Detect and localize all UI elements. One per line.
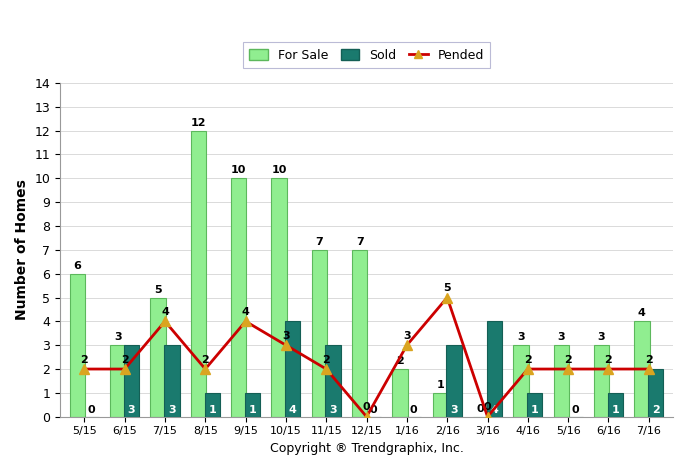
Y-axis label: Number of Homes: Number of Homes [15,180,29,320]
Bar [285,321,301,417]
Text: 3: 3 [598,332,605,342]
Bar [433,393,448,417]
Text: 6: 6 [74,261,81,271]
Text: 3: 3 [282,331,290,341]
Text: 7: 7 [316,237,323,247]
Bar [352,250,367,417]
Text: 0: 0 [477,404,484,414]
Text: 2: 2 [202,355,209,365]
Bar [392,369,408,417]
Text: 3: 3 [114,332,122,342]
Bar [608,393,623,417]
Text: 2: 2 [323,355,330,365]
Bar [325,345,341,417]
Bar [513,345,528,417]
Text: 1: 1 [612,405,619,415]
Text: 7: 7 [356,237,363,247]
Text: 0: 0 [87,405,95,415]
Legend: For Sale, Sold, Pended: For Sale, Sold, Pended [243,42,491,68]
Text: 3: 3 [517,332,525,342]
Text: 0: 0 [363,402,370,413]
Text: 1: 1 [208,405,216,415]
Text: 2: 2 [564,355,572,365]
Bar [271,178,287,417]
Text: 2: 2 [121,355,129,365]
Bar [594,345,610,417]
Text: 2: 2 [524,355,532,365]
Text: 4: 4 [638,308,646,319]
Text: 3: 3 [330,405,337,415]
Text: 10: 10 [271,165,287,175]
Text: 2: 2 [652,405,660,415]
Text: 0: 0 [410,405,418,415]
Text: 0: 0 [571,405,579,415]
Text: 1: 1 [531,405,539,415]
Text: 3: 3 [168,405,175,415]
Bar [245,393,260,417]
Text: 1: 1 [248,405,257,415]
Text: 0: 0 [484,402,491,413]
Bar [191,131,206,417]
Text: 1: 1 [436,380,444,390]
X-axis label: Copyright ® Trendgraphix, Inc.: Copyright ® Trendgraphix, Inc. [270,442,464,455]
Text: 2: 2 [645,355,653,365]
Text: 12: 12 [191,118,206,128]
Text: 10: 10 [231,165,246,175]
Text: 5: 5 [443,283,451,293]
Text: 3: 3 [557,332,565,342]
Text: 2: 2 [80,355,88,365]
Bar [312,250,327,417]
Text: 4: 4 [491,405,498,415]
Text: 5: 5 [154,285,162,295]
Text: 4: 4 [241,307,250,317]
Bar [554,345,569,417]
Text: 3: 3 [451,405,458,415]
Text: 2: 2 [396,356,404,366]
Bar [204,393,220,417]
Bar [487,321,502,417]
Bar [69,274,85,417]
Bar [527,393,542,417]
Bar [648,369,663,417]
Text: 3: 3 [403,331,411,341]
Bar [164,345,180,417]
Bar [151,298,166,417]
Text: 4: 4 [161,307,169,317]
Bar [231,178,246,417]
Text: 0: 0 [369,405,377,415]
Bar [124,345,139,417]
Text: 2: 2 [605,355,612,365]
Bar [634,321,649,417]
Text: 3: 3 [128,405,136,415]
Bar [447,345,462,417]
Text: 4: 4 [289,405,297,415]
Bar [110,345,125,417]
